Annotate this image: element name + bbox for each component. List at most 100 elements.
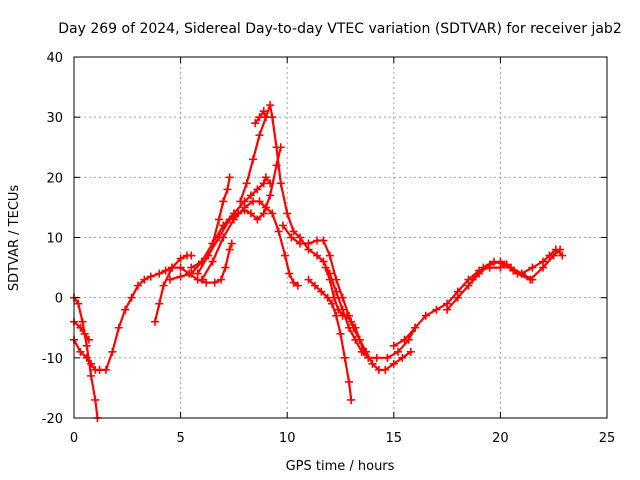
data-point	[325, 275, 334, 284]
x-tick-label: 25	[599, 431, 616, 446]
series-arc-16	[468, 245, 565, 284]
x-tick-label: 10	[279, 431, 296, 446]
data-point	[108, 347, 117, 356]
data-point	[151, 317, 160, 326]
data-point	[229, 215, 238, 224]
data-point	[479, 263, 488, 272]
data-point	[223, 185, 232, 194]
data-point	[539, 263, 548, 272]
series-arc-10	[251, 107, 270, 128]
y-tick-label: -20	[42, 412, 63, 427]
data-point	[528, 263, 537, 272]
data-point	[289, 278, 298, 287]
y-tick-label: 30	[46, 111, 63, 126]
data-point	[249, 155, 258, 164]
series-arc-9	[236, 101, 420, 362]
data-point	[421, 311, 430, 320]
data-point	[289, 227, 298, 236]
data-point	[381, 365, 390, 374]
data-point	[336, 329, 345, 338]
data-point	[383, 353, 392, 362]
data-point	[556, 245, 565, 254]
data-point	[293, 281, 302, 290]
data-point	[255, 131, 264, 140]
series-group	[70, 101, 567, 422]
data-point	[347, 395, 356, 404]
y-tick-label: -10	[42, 352, 63, 367]
data-point	[310, 281, 319, 290]
series-line	[190, 176, 272, 269]
data-point	[468, 275, 477, 284]
data-point	[368, 359, 377, 368]
data-point	[266, 191, 275, 200]
data-point	[155, 269, 164, 278]
data-point	[276, 179, 285, 188]
series-line	[254, 110, 267, 125]
y-tick-label: 10	[46, 232, 63, 247]
data-point	[101, 365, 110, 374]
data-point	[268, 209, 277, 218]
ticks	[73, 56, 608, 419]
data-point	[319, 257, 328, 266]
data-point	[78, 317, 87, 326]
data-point	[193, 269, 202, 278]
data-point	[406, 347, 415, 356]
data-point	[549, 251, 558, 260]
series-arc-4	[151, 239, 236, 326]
chart-title: Day 269 of 2024, Sidereal Day-to-day VTE…	[58, 21, 621, 37]
data-point	[225, 245, 234, 254]
x-tick-label: 5	[176, 431, 184, 446]
data-point	[251, 119, 260, 128]
data-point	[261, 173, 270, 182]
data-point	[219, 233, 228, 242]
data-point	[272, 143, 281, 152]
grid	[74, 57, 607, 418]
data-point	[261, 203, 270, 212]
data-point	[225, 173, 234, 182]
data-point	[319, 236, 328, 245]
data-point	[513, 269, 522, 278]
data-point	[80, 329, 89, 338]
data-point	[443, 305, 452, 314]
data-point	[168, 263, 177, 272]
data-point	[176, 254, 185, 263]
data-point	[253, 215, 262, 224]
data-point	[278, 221, 287, 230]
data-point	[351, 323, 360, 332]
data-point	[325, 251, 334, 260]
data-point	[255, 197, 264, 206]
data-point	[372, 353, 381, 362]
data-point	[345, 377, 354, 386]
data-point	[87, 371, 96, 380]
x-tick-label: 0	[70, 431, 78, 446]
data-point	[321, 263, 330, 272]
series-line	[196, 146, 282, 275]
data-point	[74, 299, 83, 308]
data-point	[453, 293, 462, 302]
data-point	[400, 335, 409, 344]
series-line	[72, 254, 193, 371]
data-point	[389, 341, 398, 350]
data-point	[398, 353, 407, 362]
y-axis-label: SDTVAR / TECUs	[7, 185, 22, 292]
data-point	[327, 299, 336, 308]
data-point	[236, 197, 245, 206]
data-point	[242, 179, 251, 188]
data-point	[165, 275, 174, 284]
data-point	[197, 275, 206, 284]
data-point	[464, 281, 473, 290]
data-point	[204, 251, 213, 260]
data-point	[281, 251, 290, 260]
data-point	[187, 263, 196, 272]
data-point	[146, 272, 155, 281]
data-point	[155, 299, 164, 308]
x-axis-label: GPS time / hours	[286, 459, 395, 474]
data-point	[317, 287, 326, 296]
data-point	[285, 269, 294, 278]
data-point	[558, 251, 567, 260]
data-point	[490, 257, 499, 266]
x-tick-label: 20	[492, 431, 509, 446]
data-point	[176, 272, 185, 281]
series-line	[281, 224, 412, 371]
